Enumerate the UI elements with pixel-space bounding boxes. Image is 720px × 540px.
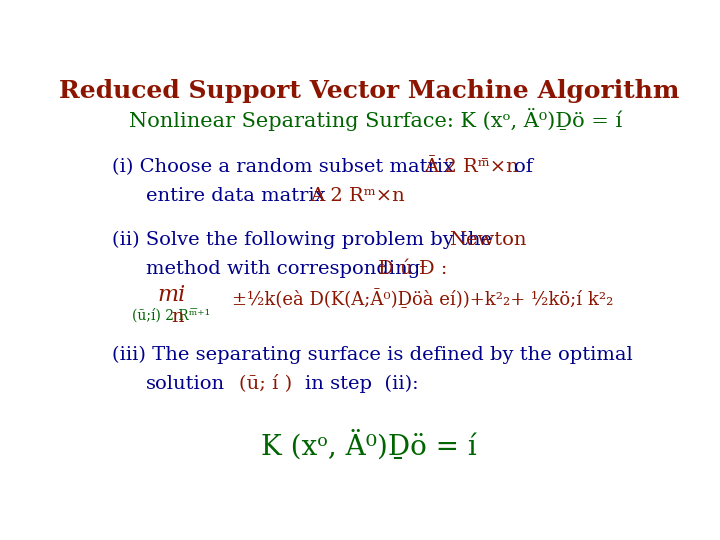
- Text: Reduced Support Vector Machine Algorithm: Reduced Support Vector Machine Algorithm: [59, 79, 679, 103]
- Text: solution: solution: [145, 375, 225, 393]
- Text: Nonlinear Separating Surface: K (xᵒ, Ä⁰)Ḏö = í: Nonlinear Separating Surface: K (xᵒ, Ä⁰)…: [129, 109, 622, 131]
- Text: n: n: [171, 308, 184, 326]
- Text: (iii) The separating surface is defined by the optimal: (iii) The separating surface is defined …: [112, 346, 633, 364]
- Text: mi: mi: [157, 285, 185, 306]
- Text: (ū; í ): (ū; í ): [239, 375, 292, 393]
- Text: Đ ú Đ :: Đ ú Đ :: [378, 260, 447, 278]
- Text: K (xᵒ, Ä⁰)Ḏö = í: K (xᵒ, Ä⁰)Ḏö = í: [261, 431, 477, 461]
- Text: A 2 Rᵐ×n: A 2 Rᵐ×n: [310, 187, 405, 205]
- Text: entire data matrix: entire data matrix: [145, 187, 325, 205]
- Text: method with corresponding: method with corresponding: [145, 260, 420, 278]
- Text: Ā 2 Rᵐ̄×n: Ā 2 Rᵐ̄×n: [423, 158, 518, 177]
- Text: (i) Choose a random subset matrix: (i) Choose a random subset matrix: [112, 158, 454, 177]
- Text: ±½k(eà D(K(A;Ā⁰)Ḏöà eí))+k²₂+ ½kö;í k²₂: ±½k(eà D(K(A;Ā⁰)Ḏöà eí))+k²₂+ ½kö;í k²₂: [233, 289, 613, 309]
- Text: of: of: [514, 158, 533, 177]
- Text: in step  (ii):: in step (ii):: [305, 375, 418, 393]
- Text: (ū;í) 2 Rᵐ̅⁺¹: (ū;í) 2 Rᵐ̅⁺¹: [132, 308, 210, 322]
- Text: Newton: Newton: [449, 231, 527, 249]
- Text: (ii) Solve the following problem by the: (ii) Solve the following problem by the: [112, 231, 492, 249]
